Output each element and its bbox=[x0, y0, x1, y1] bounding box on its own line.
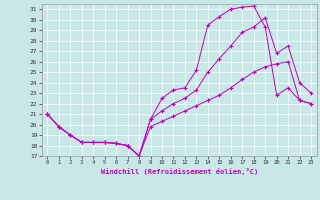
X-axis label: Windchill (Refroidissement éolien,°C): Windchill (Refroidissement éolien,°C) bbox=[100, 168, 258, 175]
